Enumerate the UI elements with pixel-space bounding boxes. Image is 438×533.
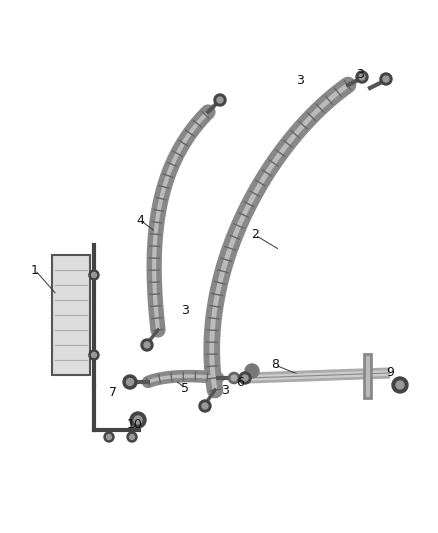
Circle shape <box>217 97 223 103</box>
Circle shape <box>130 412 146 428</box>
Text: 3: 3 <box>181 303 189 317</box>
Circle shape <box>123 375 137 389</box>
Circle shape <box>89 270 99 280</box>
Circle shape <box>89 350 99 360</box>
Text: 10: 10 <box>127 418 143 432</box>
Circle shape <box>106 434 112 440</box>
Text: 3: 3 <box>356 69 364 82</box>
Circle shape <box>242 375 248 381</box>
Text: 8: 8 <box>271 359 279 372</box>
Text: 4: 4 <box>136 214 144 227</box>
Circle shape <box>214 94 226 106</box>
Circle shape <box>127 432 137 442</box>
Text: 9: 9 <box>386 367 394 379</box>
Circle shape <box>356 71 368 83</box>
Circle shape <box>245 364 259 378</box>
Circle shape <box>202 403 208 409</box>
Text: 3: 3 <box>296 74 304 86</box>
Circle shape <box>359 74 365 80</box>
Circle shape <box>396 381 404 389</box>
Circle shape <box>383 76 389 82</box>
Circle shape <box>380 73 392 85</box>
Circle shape <box>134 416 142 424</box>
Circle shape <box>228 373 240 384</box>
Circle shape <box>130 434 134 440</box>
Circle shape <box>239 372 251 384</box>
Circle shape <box>231 375 237 381</box>
Text: 5: 5 <box>181 382 189 394</box>
Bar <box>52 255 90 375</box>
Text: 1: 1 <box>31 263 39 277</box>
Circle shape <box>92 352 96 358</box>
Circle shape <box>92 272 96 278</box>
Text: 2: 2 <box>251 229 259 241</box>
Text: 7: 7 <box>109 386 117 400</box>
Text: 3: 3 <box>221 384 229 397</box>
Circle shape <box>141 339 153 351</box>
Circle shape <box>127 378 134 385</box>
Circle shape <box>199 400 211 412</box>
Circle shape <box>104 432 114 442</box>
Circle shape <box>144 342 150 348</box>
Circle shape <box>392 377 408 393</box>
Text: 6: 6 <box>236 376 244 390</box>
